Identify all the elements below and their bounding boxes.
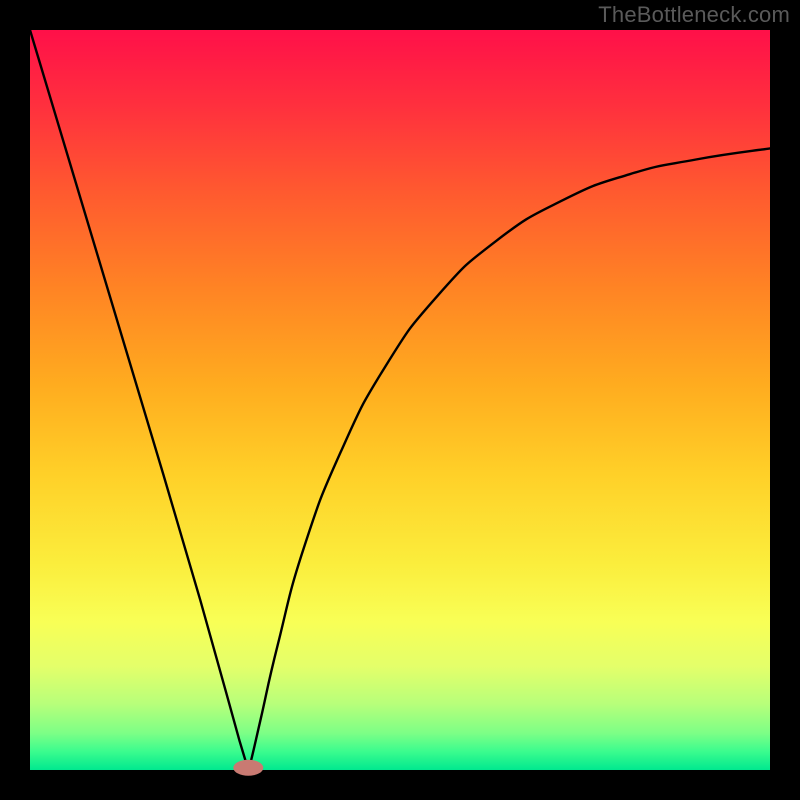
bottleneck-chart [0, 0, 800, 800]
chart-container: TheBottleneck.com [0, 0, 800, 800]
optimal-marker [233, 760, 263, 776]
watermark-text: TheBottleneck.com [598, 2, 790, 28]
